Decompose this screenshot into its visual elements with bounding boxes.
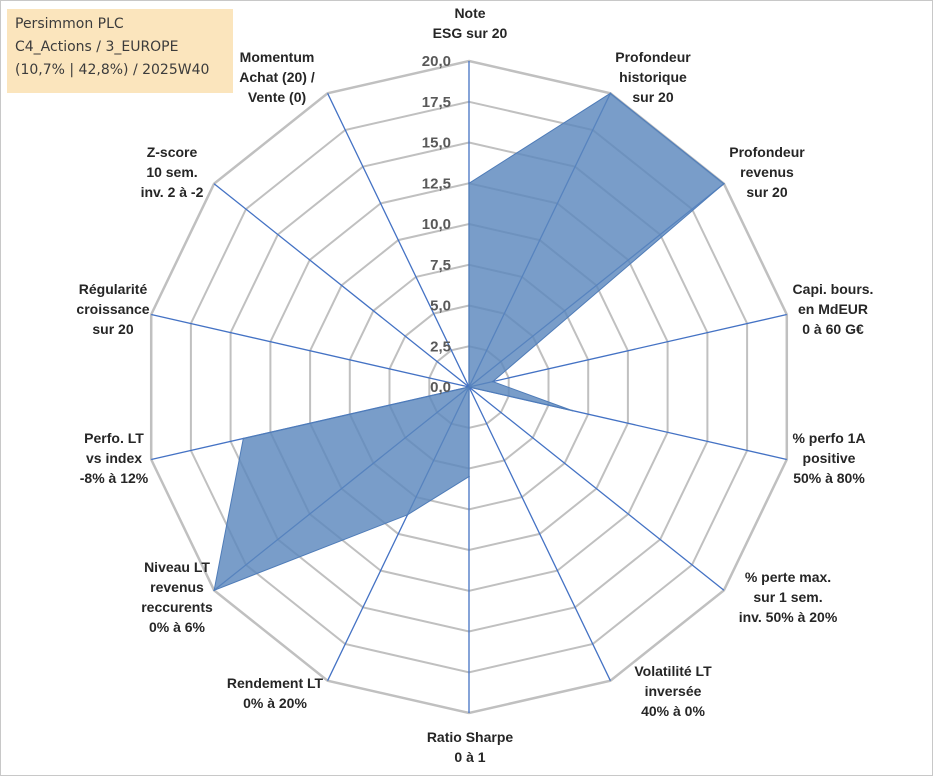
- data-point: [492, 380, 494, 383]
- axis-label-line: % perte max.: [745, 569, 831, 585]
- data-point: [609, 92, 612, 95]
- axis-spoke: [468, 313, 787, 388]
- axis-label-line: sur 20: [632, 89, 673, 105]
- data-point: [468, 182, 470, 185]
- company-name: Persimmon PLC: [15, 16, 124, 32]
- axis-label: Note ESG sur 20: [433, 5, 508, 41]
- axis-label-line: sur 20: [92, 321, 133, 337]
- axis-label-line: 0% à 6%: [149, 619, 206, 635]
- axis-label: Capi. bours. en MdEUR 0 à 60 G€: [793, 281, 874, 337]
- axis-label-line: reccurents: [141, 599, 213, 615]
- axis-label: Momentum Achat (20) / Vente (0): [239, 49, 315, 105]
- data-point: [242, 437, 245, 440]
- tick-label: 17,5: [422, 94, 451, 111]
- axis-label-line: revenus: [150, 579, 204, 595]
- data-point: [468, 386, 470, 388]
- axis-spoke: [213, 183, 470, 388]
- axis-label: Profondeur historique sur 20: [615, 49, 691, 105]
- category-path: C4_Actions / 3_EUROPE: [15, 39, 179, 55]
- axis-label-line: 10 sem.: [146, 164, 197, 180]
- axis-label-line: Profondeur: [729, 144, 805, 160]
- axis-label: Rendement LT 0% à 20%: [227, 675, 324, 711]
- axis-spoke: [468, 386, 725, 591]
- axis-label-line: Achat (20) /: [239, 69, 315, 85]
- data-point: [571, 409, 574, 412]
- axis-spoke: [151, 313, 470, 388]
- tick-label: 5,0: [430, 298, 451, 315]
- tick-label: 10,0: [422, 216, 451, 233]
- data-point: [723, 182, 725, 185]
- data-point: [213, 589, 215, 592]
- axis-label-line: Volatilité LT: [634, 663, 712, 679]
- series-area: [213, 92, 725, 592]
- tick-label: 7,5: [430, 257, 451, 274]
- axis-label-line: 50% à 80%: [793, 470, 865, 486]
- axis-labels: Note ESG sur 20 Profondeur historique sur 20…: [76, 5, 873, 765]
- axis-label-line: Régularité: [79, 281, 148, 297]
- axis-label-line: Note: [454, 5, 485, 21]
- axis-spoke: [327, 93, 470, 388]
- tick-label: 12,5: [422, 175, 451, 192]
- axis-label-line: sur 1 sem.: [753, 589, 822, 605]
- tick-label: 20,0: [422, 53, 451, 70]
- axis-label-line: ESG sur 20: [433, 25, 508, 41]
- axis-label: % perfo 1A positive 50% à 80%: [792, 430, 865, 486]
- axis-label-line: vs index: [86, 450, 142, 466]
- axis-label: % perte max. sur 1 sem. inv. 50% à 20%: [739, 569, 838, 625]
- info-box: Persimmon PLC C4_Actions / 3_EUROPE (10,…: [7, 9, 233, 93]
- radial-tick-labels: 0,0 2,5 5,0 7,5 10,0 12,5 15,0 17,5 20,0: [422, 53, 451, 396]
- axis-label-line: en MdEUR: [798, 301, 868, 317]
- axis-label: Niveau LT revenus reccurents 0% à 6%: [141, 559, 213, 635]
- axis-label-line: 0 à 60 G€: [802, 321, 864, 337]
- axis-label: Volatilité LT inversée 40% à 0%: [634, 663, 712, 719]
- axis-label-line: inv. 50% à 20%: [739, 609, 838, 625]
- axis-label-line: Ratio Sharpe: [427, 729, 514, 745]
- axis-label-line: Rendement LT: [227, 675, 324, 691]
- radar-series: [213, 92, 725, 592]
- axis-label-line: Capi. bours.: [793, 281, 874, 297]
- axis-label: Z-score 10 sem. inv. 2 à -2: [141, 144, 204, 200]
- tick-label: 15,0: [422, 135, 451, 152]
- axis-label-line: Momentum: [240, 49, 315, 65]
- axis-label-line: positive: [803, 450, 856, 466]
- axis-label-line: sur 20: [746, 184, 787, 200]
- tick-label: 0,0: [430, 379, 451, 396]
- data-point: [406, 514, 409, 516]
- tick-label: 2,5: [430, 338, 451, 355]
- axis-spoke: [468, 386, 611, 681]
- axis-label-line: inversée: [645, 683, 702, 699]
- axis-label-line: -8% à 12%: [80, 470, 149, 486]
- axis-label-line: Profondeur: [615, 49, 691, 65]
- axis-label-line: 0 à 1: [454, 749, 485, 765]
- axis-label-line: revenus: [740, 164, 794, 180]
- axis-label-line: Z-score: [147, 144, 198, 160]
- axis-label-line: Vente (0): [248, 89, 306, 105]
- axis-label: Régularité croissance sur 20: [76, 281, 149, 337]
- axis-label-line: inv. 2 à -2: [141, 184, 204, 200]
- axis-label-line: Niveau LT: [144, 559, 210, 575]
- data-point: [468, 475, 470, 478]
- period-stats: (10,7% | 42,8%) / 2025W40: [15, 62, 210, 78]
- axis-label: Profondeur revenus sur 20: [729, 144, 805, 200]
- axis-label-line: 0% à 20%: [243, 695, 307, 711]
- axis-label-line: % perfo 1A: [792, 430, 865, 446]
- axis-label-line: historique: [619, 69, 687, 85]
- axis-label: Perfo. LT vs index -8% à 12%: [80, 430, 149, 486]
- axis-label: Ratio Sharpe 0 à 1: [427, 729, 514, 765]
- axis-label-line: croissance: [76, 301, 149, 317]
- axis-label-line: Perfo. LT: [84, 430, 144, 446]
- axis-label-line: 40% à 0%: [641, 703, 705, 719]
